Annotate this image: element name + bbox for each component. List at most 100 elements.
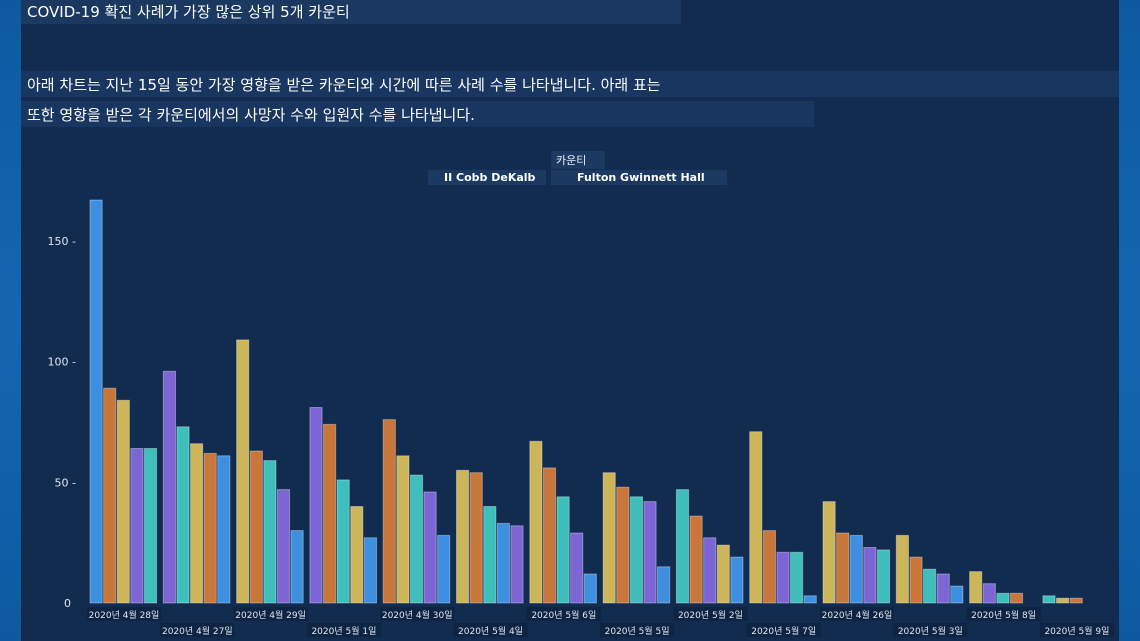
bar-purple[interactable] — [162, 370, 177, 604]
bar-blue[interactable] — [363, 537, 377, 604]
legend-entries-a[interactable]: II Cobb DeKalb — [444, 171, 536, 184]
bar-purple[interactable] — [936, 573, 950, 604]
bar-blue[interactable] — [496, 522, 510, 604]
y-tick-label: 50 - — [55, 476, 76, 489]
bar-teal[interactable] — [176, 426, 190, 604]
bar-orange[interactable] — [836, 532, 850, 604]
bar-teal[interactable] — [996, 592, 1010, 604]
bar-teal[interactable] — [1042, 595, 1056, 604]
x-tick-label-bg — [380, 607, 455, 621]
y-tick-label: 150 - — [48, 235, 76, 248]
bar-teal[interactable] — [143, 448, 158, 604]
legend-title-band — [551, 151, 605, 169]
x-tick-label-bg — [600, 623, 675, 637]
bar-purple[interactable] — [863, 547, 877, 604]
bar-teal[interactable] — [556, 496, 570, 604]
bar-teal[interactable] — [409, 474, 424, 604]
bar-orange[interactable] — [689, 515, 703, 604]
bar-purple[interactable] — [276, 489, 291, 604]
x-tick-label: 2020년 4월 30일 — [382, 609, 453, 621]
bar-purple[interactable] — [423, 491, 437, 604]
bar-orange[interactable] — [103, 387, 117, 604]
x-tick-label: 2020년 4월 28일 — [89, 609, 160, 621]
x-tick-label-bg — [160, 623, 235, 637]
bar-yellow[interactable] — [716, 544, 730, 604]
bar-teal[interactable] — [675, 489, 690, 604]
bar-yellow[interactable] — [190, 443, 204, 604]
bar-orange[interactable] — [382, 419, 396, 604]
bar-orange[interactable] — [203, 452, 217, 604]
bar-purple[interactable] — [776, 551, 790, 604]
bar-yellow[interactable] — [236, 339, 250, 604]
bar-orange[interactable] — [542, 467, 557, 604]
x-tick-label-bg — [453, 623, 528, 637]
x-tick-label-bg — [893, 623, 968, 637]
bar-yellow[interactable] — [529, 440, 543, 604]
x-tick-label-bg — [306, 623, 381, 637]
bar-blue[interactable] — [217, 455, 231, 604]
bar-purple[interactable] — [703, 537, 717, 604]
bar-yellow[interactable] — [456, 469, 470, 604]
bar-yellow[interactable] — [895, 534, 909, 604]
x-tick-label-bg — [673, 607, 748, 621]
bar-teal[interactable] — [483, 506, 497, 604]
bar-yellow[interactable] — [822, 501, 836, 604]
description-band-2 — [21, 101, 814, 127]
bar-yellow[interactable] — [749, 431, 763, 604]
left-edge-frame — [0, 0, 21, 641]
bar-blue[interactable] — [89, 199, 103, 604]
y-tick-label: 100 - — [48, 356, 76, 369]
bar-purple[interactable] — [982, 583, 996, 604]
bar-blue[interactable] — [803, 595, 817, 604]
bar-blue[interactable] — [437, 534, 451, 604]
bar-blue[interactable] — [730, 556, 744, 604]
x-tick-label: 2020년 4월 26일 — [822, 609, 893, 621]
bar-blue[interactable] — [290, 530, 304, 604]
bar-purple[interactable] — [643, 501, 657, 604]
bar-blue[interactable] — [849, 534, 863, 604]
legend-entries-b[interactable]: Fulton Gwinnett Hall — [577, 171, 705, 184]
x-tick-label-bg — [526, 607, 601, 621]
content-panel: COVID-19 확진 사례가 가장 많은 상위 5개 카운티 아래 차트는 지… — [21, 0, 1119, 641]
bar-purple[interactable] — [130, 448, 144, 604]
right-edge-frame — [1119, 0, 1140, 641]
x-tick-label: 2020년 5월 2일 — [678, 609, 743, 621]
bar-yellow[interactable] — [969, 571, 983, 604]
bar-orange[interactable] — [469, 472, 483, 604]
bar-yellow[interactable] — [116, 399, 130, 604]
description-band-1 — [21, 71, 1119, 97]
x-tick-label-bg — [746, 623, 821, 637]
x-tick-label: 2020년 5월 8일 — [971, 609, 1036, 621]
x-tick-label-bg — [966, 607, 1041, 621]
bar-purple[interactable] — [309, 407, 323, 604]
bar-orange[interactable] — [249, 450, 263, 604]
bar-teal[interactable] — [923, 568, 937, 604]
legend-band-a — [428, 170, 546, 185]
bar-teal[interactable] — [876, 549, 891, 604]
bar-orange[interactable] — [909, 556, 923, 604]
bar-yellow[interactable] — [602, 472, 616, 604]
bar-orange[interactable] — [1009, 592, 1024, 604]
bar-orange[interactable] — [616, 486, 630, 604]
bar-yellow[interactable] — [396, 455, 410, 604]
bar-orange[interactable] — [323, 423, 337, 604]
bar-yellow[interactable] — [350, 506, 364, 604]
bar-blue[interactable] — [657, 566, 671, 604]
bar-orange[interactable] — [1069, 597, 1083, 604]
x-tick-label: 2020년 5월 3일 — [898, 625, 963, 637]
bar-purple[interactable] — [570, 532, 584, 604]
bar-orange[interactable] — [762, 530, 776, 604]
bar-teal[interactable] — [629, 496, 643, 604]
x-tick-label: 2020년 5월 9일 — [1044, 625, 1109, 637]
x-tick-label: 2020년 5월 4일 — [458, 625, 523, 637]
bar-teal[interactable] — [790, 551, 804, 604]
bar-purple[interactable] — [510, 525, 524, 604]
bar-blue[interactable] — [950, 585, 964, 604]
description-line-2: 또한 영향을 받은 각 카운티에서의 사망자 수와 입원자 수를 나타냅니다. — [27, 106, 475, 124]
bar-teal[interactable] — [263, 460, 277, 604]
bar-teal[interactable] — [336, 479, 350, 604]
bar-blue[interactable] — [583, 573, 597, 604]
bar-yellow[interactable] — [1056, 597, 1070, 604]
y-tick-label: 0 — [64, 597, 71, 610]
